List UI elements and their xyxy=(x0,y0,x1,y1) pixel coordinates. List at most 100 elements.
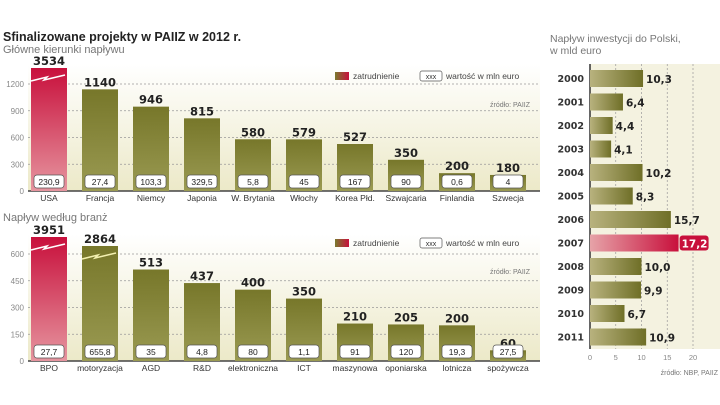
y-tick-label: 300 xyxy=(11,160,25,169)
year-label: 2009 xyxy=(558,286,584,297)
value-label: 513 xyxy=(139,256,163,270)
investment-value: 27,7 xyxy=(41,347,58,357)
bar xyxy=(31,237,67,361)
value-label: 580 xyxy=(241,125,265,139)
y-tick-label: 0 xyxy=(20,187,25,196)
investment-box xyxy=(441,174,473,189)
investment-value: 45 xyxy=(299,177,309,187)
value-label: 200 xyxy=(445,311,469,325)
category-label: Niemcy xyxy=(137,193,166,203)
investment-box xyxy=(492,344,524,359)
legend-value: wartość w mln euro xyxy=(445,238,519,248)
bar xyxy=(590,140,612,158)
year-label: 2011 xyxy=(558,333,584,344)
value-label: 6,7 xyxy=(628,309,647,321)
value-label: 946 xyxy=(139,93,163,107)
x-tick-label: 5 xyxy=(614,353,618,362)
main-title: Sfinalizowane projekty w PAIIZ w 2012 r. xyxy=(3,30,241,44)
value-label: 9,9 xyxy=(644,286,663,298)
year-label: 2000 xyxy=(558,74,585,85)
investment-value: 230,9 xyxy=(38,177,60,187)
investment-box xyxy=(135,344,167,359)
investment-value: 5,8 xyxy=(247,177,259,187)
category-label: BPO xyxy=(40,363,58,373)
source-note: źródło: PAIIZ xyxy=(490,269,531,276)
value-label: 200 xyxy=(445,159,469,173)
x-tick-label: 20 xyxy=(689,353,697,362)
y-tick-label: 150 xyxy=(11,330,25,339)
value-label: 350 xyxy=(394,146,418,160)
bar xyxy=(590,187,633,205)
investment-box xyxy=(186,344,218,359)
year-label: 2002 xyxy=(558,121,584,132)
investment-box xyxy=(33,174,65,189)
legend-value: wartość w mln euro xyxy=(445,71,519,81)
year-label: 2007 xyxy=(558,239,584,250)
investment-value: 91 xyxy=(350,347,360,357)
source-note: źródło: NBP, PAIIZ xyxy=(661,370,719,377)
value-label: 17,2 xyxy=(682,239,708,251)
y-tick-label: 600 xyxy=(11,134,25,143)
category-label: Korea Płd. xyxy=(335,193,375,203)
category-label: maszynowa xyxy=(333,363,378,373)
value-label: 6,4 xyxy=(626,98,645,110)
value-label: 1140 xyxy=(84,75,116,89)
value-label: 527 xyxy=(343,130,367,144)
year-label: 2004 xyxy=(558,168,585,179)
bar xyxy=(590,211,671,228)
y-tick-label: 900 xyxy=(11,107,25,116)
investment-value: 120 xyxy=(399,347,413,357)
bar xyxy=(590,234,679,252)
value-label: 350 xyxy=(292,285,316,299)
category-label: AGD xyxy=(142,363,160,373)
bar xyxy=(31,68,67,191)
year-label: 2003 xyxy=(558,145,584,156)
category-label: Finlandia xyxy=(440,193,475,203)
legend-box-label: xxx xyxy=(426,241,437,248)
bar xyxy=(590,117,613,134)
investment-box xyxy=(84,174,116,189)
value-label: 10,0 xyxy=(645,262,671,274)
investment-value: 19,3 xyxy=(449,347,466,357)
category-label: lotnicza xyxy=(443,363,472,373)
legend-box xyxy=(419,70,443,82)
category-label: spożywcza xyxy=(487,363,529,373)
bar xyxy=(590,258,642,275)
axis-break-mark xyxy=(81,252,117,260)
value-label: 4,4 xyxy=(616,121,635,133)
x-tick-label: 0 xyxy=(588,353,592,362)
investment-value: 4,8 xyxy=(196,347,208,357)
y-tick-label: 450 xyxy=(11,277,25,286)
investment-box xyxy=(288,174,320,189)
value-label: 437 xyxy=(190,269,214,283)
investment-box xyxy=(237,344,269,359)
category-label: Szwecja xyxy=(492,193,524,203)
legend-employment: zatrudnienie xyxy=(353,238,400,248)
bar xyxy=(590,164,643,181)
y-tick-label: 600 xyxy=(11,250,25,259)
investment-value: 90 xyxy=(401,177,411,187)
value-label: 10,3 xyxy=(646,74,672,86)
year-label: 2001 xyxy=(558,98,584,109)
value-label: 210 xyxy=(343,310,367,324)
investment-box xyxy=(135,174,167,189)
bar xyxy=(590,70,644,87)
year-label: 2005 xyxy=(558,192,584,203)
legend-employment: zatrudnienie xyxy=(353,71,400,81)
bar xyxy=(82,89,118,191)
value-label: 10,9 xyxy=(649,333,675,345)
investment-box xyxy=(339,344,371,359)
bar xyxy=(590,281,641,299)
axis-break-mark xyxy=(30,243,66,251)
investment-value: 27,4 xyxy=(92,177,109,187)
bar xyxy=(590,305,625,322)
x-tick-label: 10 xyxy=(637,353,645,362)
investment-box xyxy=(390,344,422,359)
year-label: 2010 xyxy=(558,309,585,320)
investment-box xyxy=(390,174,422,189)
axis-break-mark xyxy=(30,74,66,82)
value-label: 15,7 xyxy=(674,215,700,227)
y-tick-label: 1200 xyxy=(6,80,24,89)
category-label: Japonia xyxy=(187,193,217,203)
x-tick-label: 15 xyxy=(663,353,671,362)
